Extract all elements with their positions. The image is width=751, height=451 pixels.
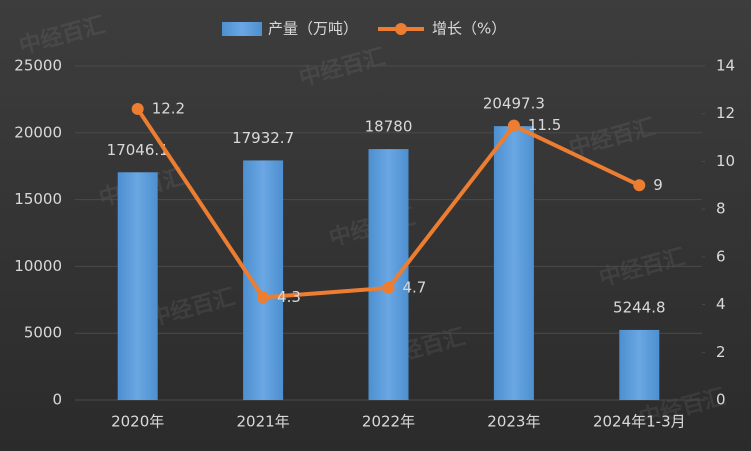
x-tick-label: 2023年 xyxy=(487,413,540,431)
legend-marker xyxy=(395,23,407,35)
bar xyxy=(243,160,284,400)
y-tick-label: 0 xyxy=(52,391,62,409)
data-label: 12.2 xyxy=(152,99,185,117)
x-tick-label: 2021年 xyxy=(237,413,290,431)
data-label: 4.7 xyxy=(403,278,427,296)
y2-tick-label: 10 xyxy=(716,152,735,170)
x-tick-label: 2022年 xyxy=(362,413,415,431)
y2-tick-label: 14 xyxy=(716,57,735,75)
data-label: 18780 xyxy=(365,118,413,136)
y2-tick-label: 6 xyxy=(716,247,726,265)
x-tick-label: 2020年 xyxy=(111,413,164,431)
data-label: 17046.1 xyxy=(107,141,169,159)
y-tick-label: 5000 xyxy=(24,324,62,342)
line-marker xyxy=(131,102,144,115)
line-marker xyxy=(257,291,270,304)
bar xyxy=(117,172,158,400)
bar xyxy=(619,329,660,400)
y-tick-label: 10000 xyxy=(14,257,62,275)
line-marker xyxy=(382,281,395,294)
line-marker xyxy=(507,119,520,132)
y2-tick-label: 0 xyxy=(716,391,726,409)
y2-tick-label: 2 xyxy=(716,343,726,361)
data-label: 20497.3 xyxy=(483,95,545,113)
bar xyxy=(493,126,534,401)
legend-label: 增长（%） xyxy=(432,20,506,38)
x-tick-label: 2024年1-3月 xyxy=(593,413,686,431)
data-label: 5244.8 xyxy=(613,298,666,316)
y2-tick-label: 12 xyxy=(716,104,735,122)
y-tick-label: 20000 xyxy=(14,123,62,141)
data-label: 17932.7 xyxy=(232,129,294,147)
y2-tick-label: 4 xyxy=(716,295,726,313)
line-marker xyxy=(633,179,646,192)
data-label: 4.3 xyxy=(277,288,301,306)
data-label: 9 xyxy=(653,176,663,194)
data-label: 11.5 xyxy=(528,116,561,134)
y2-tick-label: 8 xyxy=(716,200,726,218)
y-tick-label: 25000 xyxy=(14,57,62,75)
y-tick-label: 15000 xyxy=(14,190,62,208)
bar xyxy=(368,149,409,400)
legend-label: 产量（万吨） xyxy=(268,20,358,38)
legend-swatch xyxy=(222,22,262,36)
